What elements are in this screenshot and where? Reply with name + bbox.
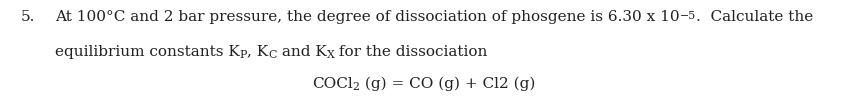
Text: At 100°C and 2 bar pressure, the degree of dissociation of phosgene is 6.30 x 10: At 100°C and 2 bar pressure, the degree …: [55, 10, 679, 24]
Text: C: C: [268, 50, 277, 60]
Text: P: P: [240, 50, 247, 60]
Text: (g) = CO (g) + Cl2 (g): (g) = CO (g) + Cl2 (g): [360, 77, 535, 91]
Text: and K: and K: [277, 45, 327, 59]
Text: 2: 2: [352, 82, 360, 92]
Text: equilibrium constants K: equilibrium constants K: [55, 45, 240, 59]
Text: COCl: COCl: [312, 77, 352, 91]
Text: X: X: [327, 50, 335, 60]
Text: for the dissociation: for the dissociation: [335, 45, 488, 59]
Text: .  Calculate the: . Calculate the: [696, 10, 813, 24]
Text: −5: −5: [679, 11, 696, 21]
Text: , K: , K: [247, 45, 268, 59]
Text: 5.: 5.: [21, 10, 36, 24]
